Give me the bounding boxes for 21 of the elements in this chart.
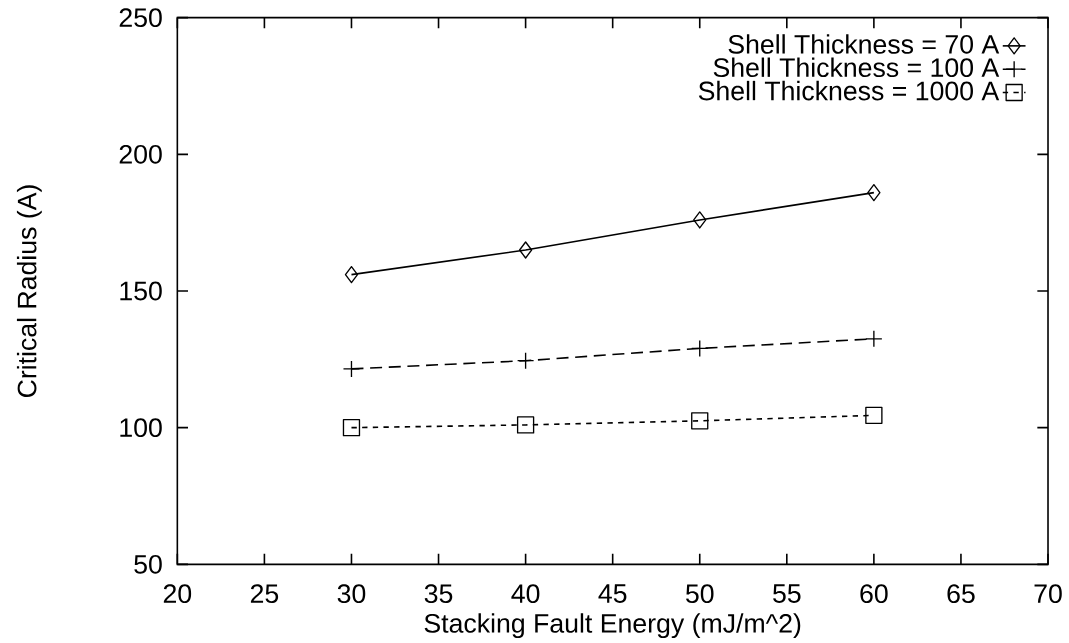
y-tick-label: 250 — [119, 8, 162, 28]
x-tick-label: 25 — [250, 584, 279, 604]
x-tick-label: 30 — [337, 584, 366, 604]
x-tick-label: 55 — [773, 584, 801, 603]
y-tick-label: 200 — [119, 144, 162, 164]
x-tick-label: 60 — [860, 584, 888, 604]
y-tick-label: 150 — [120, 281, 162, 301]
y-tick-label: 100 — [120, 418, 162, 438]
y-axis-title: Critical Radius (A) — [16, 185, 42, 398]
legend-label: Shell Thickness = 100 A — [713, 57, 1000, 78]
x-tick-label: 45 — [598, 584, 627, 603]
x-tick-label: 70 — [1034, 584, 1062, 604]
y-tick-label: 50 — [134, 554, 162, 574]
x-axis-title: Stacking Fault Energy (mJ/m^2) — [424, 613, 801, 639]
x-tick-label: 20 — [163, 584, 192, 604]
x-tick-label: 65 — [947, 584, 975, 604]
legend-label: Shell Thickness = 1000 A — [698, 80, 1000, 101]
legend-label: Shell Thickness = 70 A — [728, 34, 1000, 54]
x-tick-label: 40 — [511, 584, 540, 604]
x-tick-label: 35 — [424, 584, 453, 604]
x-tick-label: 50 — [685, 584, 714, 604]
